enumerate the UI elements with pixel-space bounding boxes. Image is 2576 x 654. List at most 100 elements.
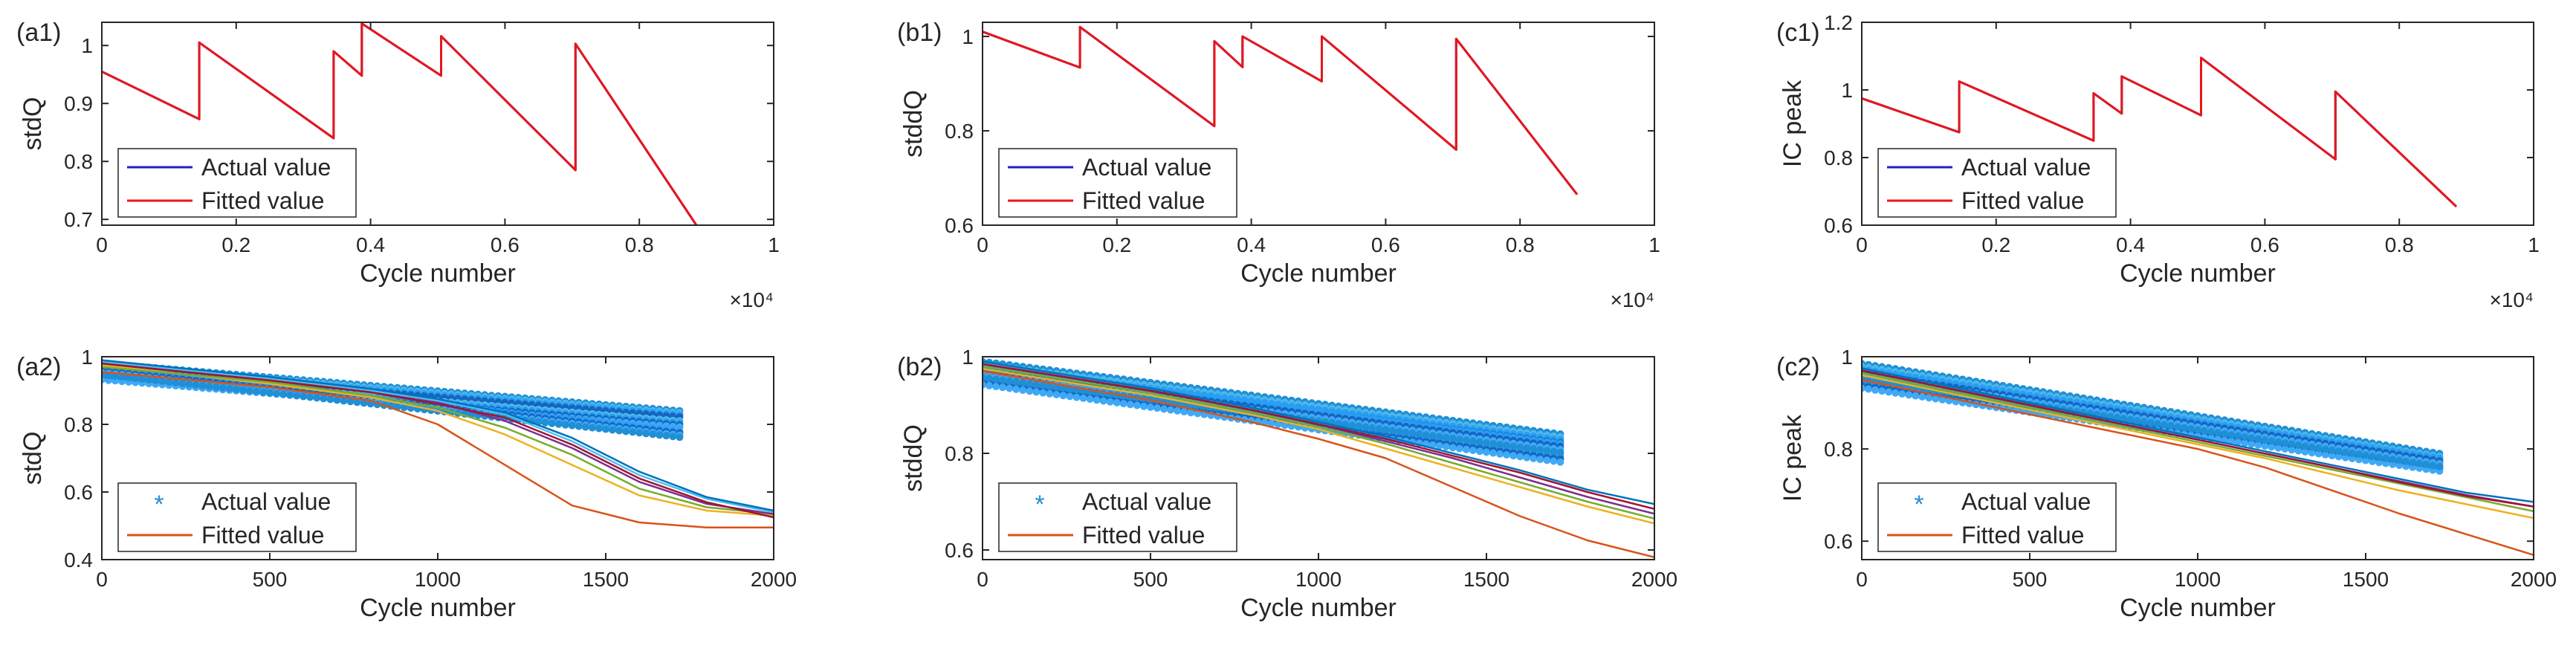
legend: Actual value Fitted value [998, 148, 1237, 218]
actual-value-marker [1523, 453, 1531, 462]
legend-box [117, 148, 357, 218]
actual-value-markers [1862, 360, 2444, 475]
x-tick-label: 0.6 [2250, 233, 2279, 256]
x-tick-label: 500 [2013, 568, 2048, 591]
actual-value-marker [1550, 447, 1558, 456]
actual-value-marker [2214, 429, 2222, 437]
actual-value-marker [2234, 438, 2242, 446]
legend-label-actual: Actual value [201, 488, 331, 515]
actual-value-marker [629, 428, 637, 436]
y-tick-label: 0.8 [945, 120, 974, 143]
plot-area [1862, 360, 2534, 556]
actual-value-marker [1536, 456, 1544, 464]
actual-value-marker [1362, 423, 1370, 431]
actual-value-marker [2334, 447, 2343, 456]
series-line-0 [983, 370, 1654, 559]
panel-b2: 0 500 1000 1500 2000 0.6 0.8 1 Cycle number stddQ… [897, 346, 1677, 622]
actual-value-marker [2301, 447, 2309, 456]
actual-value-marker [1455, 436, 1463, 444]
actual-value-marker [2429, 462, 2437, 470]
actual-value-marker [1019, 386, 1027, 394]
actual-value-marker [2153, 420, 2161, 428]
actual-value-marker [1918, 392, 1926, 401]
y-axis-label: stddQ [899, 424, 928, 492]
actual-value-marker [2301, 442, 2309, 450]
y-axis-label: IC peak [1779, 80, 1807, 167]
actual-value-marker [1509, 442, 1518, 450]
actual-value-marker [1496, 450, 1504, 458]
series-line-5 [983, 363, 1654, 511]
x-axis-exponent: ×10⁴ [2489, 288, 2534, 311]
actual-value-marker [326, 395, 334, 404]
actual-value-marker [1462, 436, 1470, 444]
y-tick-label: 0.6 [1824, 214, 1853, 237]
actual-value-marker [178, 379, 187, 387]
actual-value-marker [588, 424, 596, 432]
actual-value-marker [266, 389, 274, 397]
actual-value-marker [1442, 433, 1450, 441]
actual-value-marker [300, 392, 308, 401]
actual-value-marker [1052, 391, 1061, 398]
actual-value-marker [2288, 446, 2296, 454]
legend-label-fitted: Fitted value [1961, 187, 2084, 214]
y-axis-label: stdQ [19, 97, 47, 151]
series-line-4 [1862, 367, 2534, 503]
actual-value-marker [1012, 378, 1020, 386]
actual-value-marker [2201, 427, 2208, 435]
y-tick-label: 0.8 [1824, 146, 1853, 169]
legend: Actual value Fitted value [117, 148, 357, 218]
actual-value-marker [1086, 395, 1094, 403]
actual-value-marker [1556, 458, 1564, 466]
actual-value-marker [2234, 432, 2242, 440]
actual-value-marker [185, 380, 193, 388]
actual-value-marker [306, 393, 314, 401]
actual-value-marker [2173, 423, 2181, 431]
y-tick-label: 0.8 [64, 150, 93, 173]
actual-value-marker [1442, 443, 1450, 451]
x-tick-label: 0 [1856, 233, 1868, 256]
actual-value-marker [1402, 428, 1410, 436]
actual-value-marker [669, 433, 677, 441]
series-line-2 [102, 366, 774, 515]
actual-value-marker [2261, 436, 2269, 444]
actual-value-marker [2308, 443, 2316, 451]
actual-value-marker [198, 381, 207, 389]
legend-label-fitted: Fitted value [1961, 522, 2084, 548]
actual-value-marker [2288, 440, 2296, 448]
actual-value-marker [1026, 380, 1034, 388]
actual-value-marker [205, 382, 213, 390]
actual-value-marker [1140, 402, 1148, 410]
y-tick-label: 0.6 [945, 214, 974, 237]
actual-value-marker [1039, 389, 1047, 397]
actual-value-marker [2133, 417, 2141, 424]
actual-value-marker [1435, 441, 1443, 450]
actual-value-marker [2254, 435, 2262, 443]
x-tick-label: 500 [253, 568, 288, 591]
actual-value-marker [1516, 443, 1524, 451]
actual-value-marker [635, 429, 644, 437]
actual-value-marker [1267, 419, 1275, 427]
actual-value-marker [2120, 415, 2128, 423]
actual-value-marker [986, 375, 993, 383]
actual-value-marker [2247, 440, 2256, 448]
actual-value-marker [1543, 456, 1551, 464]
series-line-4 [102, 360, 774, 514]
actual-value-marker [152, 376, 160, 384]
actual-value-marker [2355, 450, 2363, 459]
actual-value-marker [1006, 384, 1014, 392]
actual-value-marker [165, 378, 173, 386]
x-tick-label: 0.4 [356, 233, 385, 256]
legend-box [1877, 482, 2117, 552]
actual-value-marker [279, 390, 288, 398]
actual-value-marker [1388, 427, 1397, 435]
actual-value-marker [983, 381, 986, 389]
actual-value-marker [1509, 452, 1518, 460]
actual-value-marker [1415, 430, 1423, 438]
x-axis-exponent: ×10⁴ [1610, 288, 1654, 311]
actual-value-marker [1066, 392, 1074, 401]
actual-value-marker [239, 386, 247, 394]
axes-box [982, 22, 1655, 226]
y-axis-label: stddQ [899, 90, 928, 158]
actual-value-marker [622, 427, 630, 436]
actual-value-marker [1898, 390, 1906, 398]
